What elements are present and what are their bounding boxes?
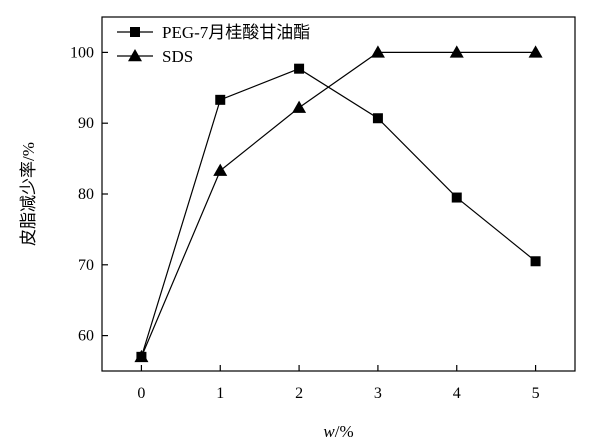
data-point-square [530, 256, 541, 267]
x-tick-label: 0 [137, 385, 145, 402]
y-tick-label: 70 [78, 257, 94, 274]
axis-ticks: 0 1 2 3 4 5 60 70 80 90 100 [70, 44, 540, 402]
x-tick-label: 4 [453, 385, 461, 402]
x-tick-label: 1 [216, 385, 224, 402]
y-tick-label: 100 [70, 44, 94, 61]
data-point-square [372, 113, 383, 124]
data-point-triangle [213, 163, 228, 176]
plot-frame [101, 16, 576, 372]
legend: PEG-7月桂酸甘油酯 SDS [117, 23, 310, 66]
x-tick-label: 3 [374, 385, 382, 402]
data-point-square [294, 63, 305, 74]
data-point-square [215, 94, 226, 105]
series-line [140, 51, 536, 358]
legend-marker [130, 27, 140, 37]
legend-label: SDS [162, 47, 193, 66]
y-tick-label: 80 [78, 186, 94, 203]
data-point-square [451, 192, 462, 203]
x-tick-label: 2 [295, 385, 303, 402]
y-tick-label: 90 [78, 115, 94, 132]
data-point-triangle [449, 45, 464, 58]
legend-marker [128, 49, 142, 62]
data-point-triangle [134, 349, 149, 363]
series-group [134, 45, 543, 363]
y-tick-label: 60 [78, 328, 94, 345]
data-point-triangle [292, 100, 307, 113]
data-point-triangle [528, 45, 543, 58]
data-point-triangle [370, 45, 385, 58]
x-tick-label: 5 [532, 385, 540, 402]
series-line [140, 68, 536, 358]
x-axis-label: w/% [323, 422, 353, 441]
legend-label: PEG-7月桂酸甘油酯 [162, 23, 310, 42]
y-axis-label: 皮脂减少率/% [19, 142, 38, 246]
